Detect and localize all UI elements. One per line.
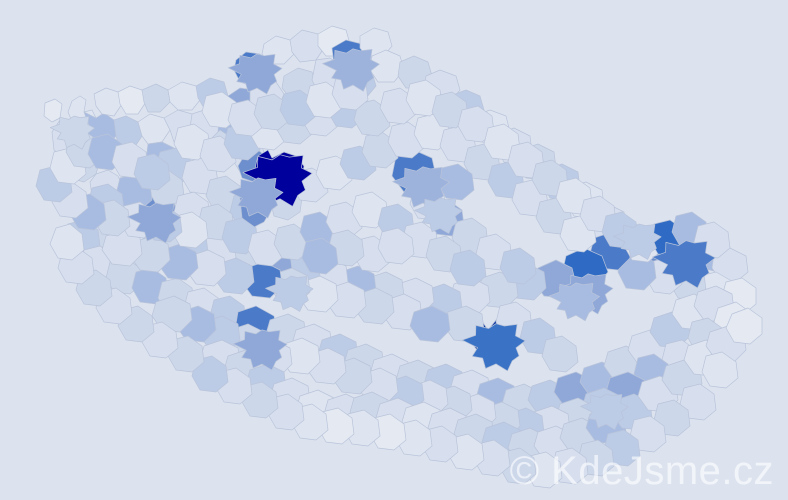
map-region[interactable] (450, 250, 486, 286)
map-region[interactable] (50, 224, 84, 260)
map-region[interactable] (290, 30, 324, 62)
highlighted-region-bruntal-krnov[interactable] (651, 240, 716, 289)
map-region[interactable] (44, 99, 62, 122)
map-region[interactable] (168, 82, 200, 110)
map-region[interactable] (302, 238, 338, 274)
highlight-shape[interactable] (49, 115, 95, 150)
map-region[interactable] (726, 308, 762, 344)
map-region[interactable] (500, 248, 536, 284)
highlight-shape[interactable] (613, 223, 662, 260)
highlighted-region-pisek[interactable] (265, 275, 314, 312)
highlighted-region-karlovy-vary[interactable] (49, 115, 95, 150)
map-region[interactable] (712, 248, 748, 282)
map-region[interactable] (142, 84, 170, 112)
highlight-shape[interactable] (461, 323, 526, 372)
highlighted-region-blansko[interactable] (461, 323, 526, 372)
highlight-shape[interactable] (651, 240, 716, 289)
highlight-regions-layer[interactable] (49, 48, 716, 430)
highlighted-region-trebic[interactable] (414, 197, 463, 234)
highlight-shape[interactable] (548, 282, 600, 322)
highlighted-region-liberec[interactable] (322, 48, 380, 92)
highlight-shape[interactable] (242, 154, 313, 207)
highlighted-region-praha[interactable] (242, 154, 313, 207)
map-region[interactable] (118, 86, 146, 114)
highlighted-region-vsetin[interactable] (613, 223, 662, 260)
highlighted-region-zlin[interactable] (580, 393, 629, 430)
highlight-shape[interactable] (227, 53, 283, 95)
map-region[interactable] (114, 116, 142, 150)
map-region[interactable] (192, 356, 228, 392)
map-region[interactable] (378, 228, 414, 264)
highlighted-region-znojmo[interactable] (548, 282, 600, 322)
highlight-shape[interactable] (228, 177, 284, 219)
map-region[interactable] (542, 336, 578, 372)
map-region[interactable] (134, 154, 170, 190)
map-region[interactable] (94, 88, 122, 116)
highlight-shape[interactable] (126, 202, 182, 244)
map-region[interactable] (410, 306, 450, 342)
highlighted-region-chomutov[interactable] (126, 202, 182, 244)
highlight-shape[interactable] (392, 166, 450, 210)
highlight-shape[interactable] (414, 197, 463, 234)
highlight-shape[interactable] (265, 275, 314, 312)
highlight-shape[interactable] (580, 393, 629, 430)
highlighted-region-usti[interactable] (392, 166, 450, 210)
highlighted-region-praha-zapad[interactable] (228, 177, 284, 219)
map-region[interactable] (254, 94, 290, 130)
map-region[interactable] (138, 114, 170, 144)
highlight-shape[interactable] (232, 329, 288, 371)
highlight-shape[interactable] (322, 48, 380, 92)
highlighted-region-decin[interactable] (227, 53, 283, 95)
map-region[interactable] (702, 352, 738, 388)
highlighted-region-ceska-lipa[interactable] (232, 329, 288, 371)
